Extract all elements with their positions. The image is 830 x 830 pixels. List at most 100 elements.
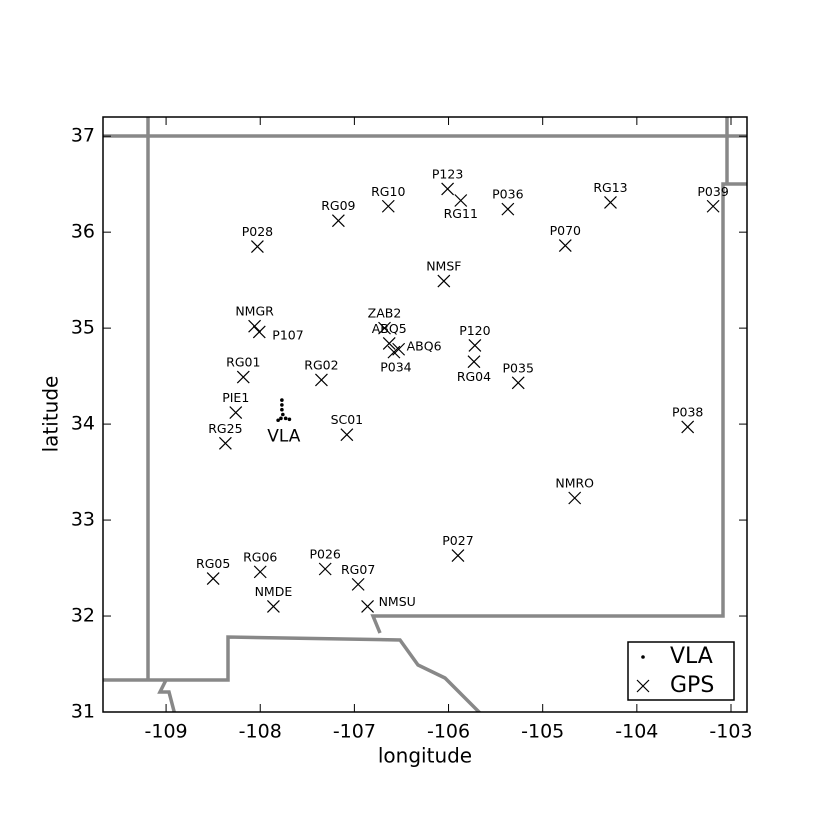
station-label: P123 <box>432 166 463 181</box>
point <box>511 376 525 390</box>
station-label: RG07 <box>341 562 375 577</box>
point <box>604 195 617 209</box>
y-tick-label: 34 <box>71 413 95 435</box>
legend-label: GPS <box>670 673 714 698</box>
station-label: RG25 <box>208 421 242 436</box>
point <box>280 398 284 402</box>
station-label: P034 <box>380 360 411 375</box>
station-label: SC01 <box>331 412 364 427</box>
point <box>381 199 395 213</box>
station-label: NMSF <box>426 259 461 274</box>
point <box>315 373 328 387</box>
x-tick-label: -108 <box>239 721 282 743</box>
point <box>276 418 280 423</box>
point <box>681 420 695 434</box>
legend-marker <box>636 679 650 693</box>
station-label: P027 <box>442 533 473 548</box>
point <box>287 417 292 422</box>
point <box>218 436 232 450</box>
legend-box <box>627 641 735 701</box>
border <box>370 182 747 634</box>
point <box>206 572 220 586</box>
x-tick-label: -107 <box>333 721 376 743</box>
point <box>501 202 515 216</box>
x-tick-label: -104 <box>615 721 658 743</box>
point <box>568 491 582 505</box>
station-label: NMSU <box>379 594 416 609</box>
legend-label: VLA <box>670 644 713 669</box>
station-label: NMGR <box>235 304 274 319</box>
point <box>252 325 266 339</box>
station-label: RG11 <box>444 206 478 221</box>
station-label: PIE1 <box>222 390 249 405</box>
point <box>253 565 267 579</box>
y-tick-label: 36 <box>71 221 95 243</box>
station-label: NMRO <box>555 475 594 490</box>
point <box>378 321 391 335</box>
legend-marker <box>641 655 645 659</box>
station-label: P039 <box>697 184 728 199</box>
y-tick-label: 37 <box>71 125 95 147</box>
point <box>229 406 243 420</box>
station-label: ABQ5 <box>372 321 407 336</box>
point <box>441 182 455 196</box>
x-tick-label: -105 <box>521 721 564 743</box>
point <box>451 549 465 562</box>
station-label: P026 <box>309 547 340 562</box>
point <box>280 403 284 407</box>
station-label: RG04 <box>457 369 491 384</box>
point <box>437 274 451 288</box>
point <box>250 240 264 253</box>
point <box>236 370 250 384</box>
point <box>281 412 285 417</box>
station-label: P120 <box>459 323 490 338</box>
point <box>467 355 481 369</box>
station-label: P028 <box>242 224 273 239</box>
x-tick-label: -106 <box>427 721 470 743</box>
point <box>361 600 374 613</box>
point <box>468 338 482 352</box>
x-tick-label: -103 <box>709 721 752 743</box>
y-tick-label: 35 <box>71 317 95 339</box>
point <box>351 577 365 591</box>
station-label: RG05 <box>196 556 230 571</box>
state-borders <box>103 117 747 712</box>
point <box>340 428 354 442</box>
x-tick-label: -109 <box>145 721 188 743</box>
station-label: RG09 <box>321 198 355 213</box>
station-label: RG06 <box>243 549 277 564</box>
station-label: ZAB2 <box>368 306 402 321</box>
station-label: RG10 <box>371 184 405 199</box>
station-label: P107 <box>272 327 303 342</box>
point <box>454 194 468 207</box>
point <box>706 199 720 213</box>
station-label: P035 <box>503 360 534 375</box>
station-label: RG02 <box>304 357 338 372</box>
x-axis-label: longitude <box>378 744 472 768</box>
station-label: P038 <box>672 404 703 419</box>
border <box>157 679 177 712</box>
point <box>280 407 284 412</box>
point <box>382 337 396 350</box>
point <box>387 345 401 359</box>
point <box>558 239 572 253</box>
point <box>331 214 345 228</box>
point <box>283 416 288 421</box>
y-axis-label: latitude <box>39 376 63 453</box>
point <box>248 319 262 333</box>
plot-frame <box>102 116 748 713</box>
vla-label: VLA <box>267 426 300 446</box>
y-tick-label: 33 <box>71 509 95 531</box>
station-label: RG13 <box>593 180 627 195</box>
station-label: P070 <box>550 223 581 238</box>
station-label: NMDE <box>255 584 293 599</box>
station-label: ABQ6 <box>407 339 442 354</box>
y-tick-label: 31 <box>71 701 95 723</box>
border <box>103 635 482 712</box>
station-label: RG01 <box>226 355 260 370</box>
y-tick-label: 32 <box>71 605 95 627</box>
point <box>279 416 283 421</box>
point <box>318 562 332 576</box>
legend: VLA GPS <box>627 641 735 701</box>
station-label: P036 <box>492 187 523 202</box>
